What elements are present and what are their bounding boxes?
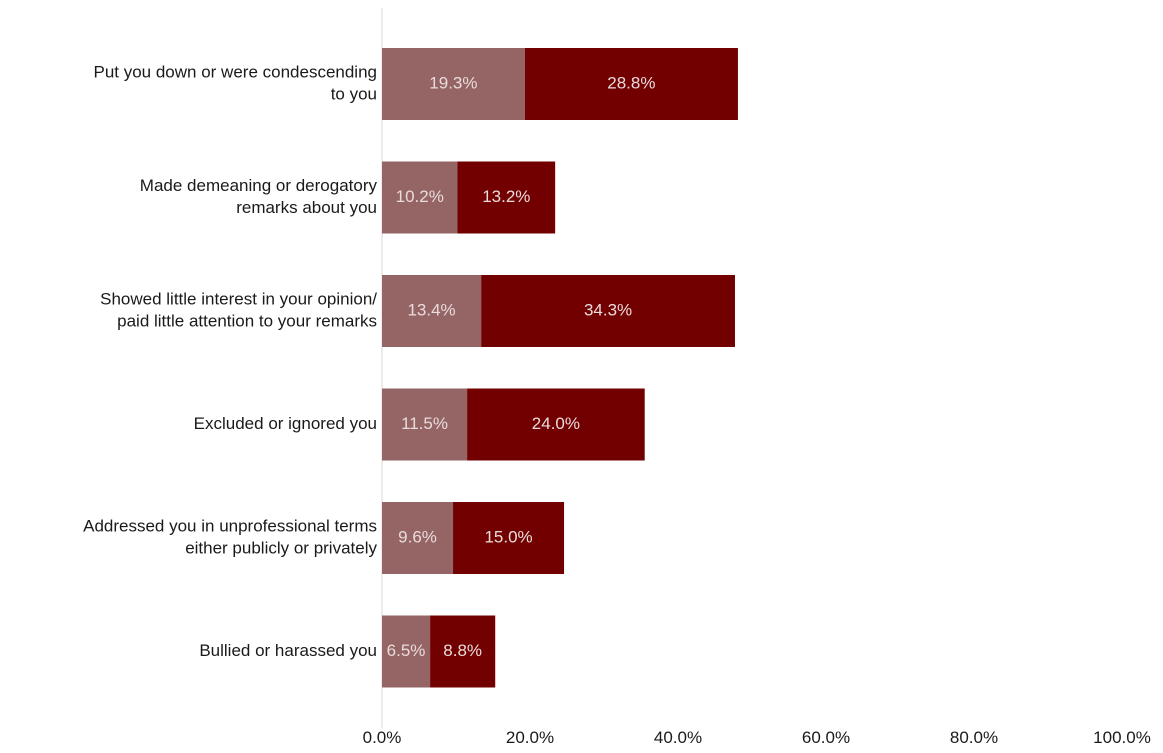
bar-segment — [382, 502, 454, 574]
data-label: 6.5% — [387, 641, 426, 660]
bar-segment — [382, 48, 525, 120]
category-label: Bullied or harassed you — [199, 641, 377, 660]
data-label: 19.3% — [429, 73, 477, 92]
category-label: Showed little interest in your opinion/ — [100, 289, 377, 308]
bar-segment — [481, 275, 735, 347]
x-tick-label: 100.0% — [1093, 728, 1151, 747]
category-label: remarks about you — [236, 198, 377, 217]
bar-segment — [457, 161, 556, 234]
bar-segment — [467, 388, 645, 461]
data-label: 13.4% — [407, 300, 455, 319]
category-label: Put you down or were condescending — [93, 62, 377, 81]
data-label: 10.2% — [396, 187, 444, 206]
category-label: either publicly or privately — [185, 538, 377, 557]
bar-segment — [382, 615, 431, 688]
x-tick-label: 80.0% — [950, 728, 998, 747]
bars-layer: 19.3% 28.8% 10.2% 13.2% 13.4% 34.3% 11.5% 24.0%… — [382, 48, 738, 688]
data-label: 8.8% — [443, 641, 482, 660]
bar-segment — [382, 275, 482, 347]
x-tick-label: 0.0% — [363, 728, 402, 747]
bar-segment — [382, 161, 458, 234]
category-label: Made demeaning or derogatory — [140, 176, 378, 195]
x-tick-label: 60.0% — [802, 728, 850, 747]
category-label: to you — [331, 84, 377, 103]
bar-segment — [453, 502, 565, 574]
data-label: 15.0% — [484, 527, 532, 546]
x-axis-tick-labels: 0.0% 20.0% 40.0% 60.0% 80.0% 100.0% — [363, 728, 1151, 747]
category-label: paid little attention to your remarks — [117, 311, 377, 330]
bar-segment — [382, 388, 468, 461]
bar-segment — [524, 48, 738, 120]
data-label: 24.0% — [532, 414, 580, 433]
bar-segment — [430, 615, 496, 688]
category-labels: Put you down or were condescending to you… — [83, 62, 377, 660]
x-tick-label: 20.0% — [506, 728, 554, 747]
category-label: Excluded or ignored you — [194, 414, 377, 433]
x-tick-label: 40.0% — [654, 728, 702, 747]
category-label: Addressed you in unprofessional terms — [83, 516, 377, 535]
data-label: 9.6% — [398, 527, 437, 546]
data-label: 13.2% — [482, 187, 530, 206]
data-label: 11.5% — [401, 414, 448, 433]
data-label: 28.8% — [607, 73, 655, 92]
data-label: 34.3% — [584, 300, 632, 319]
